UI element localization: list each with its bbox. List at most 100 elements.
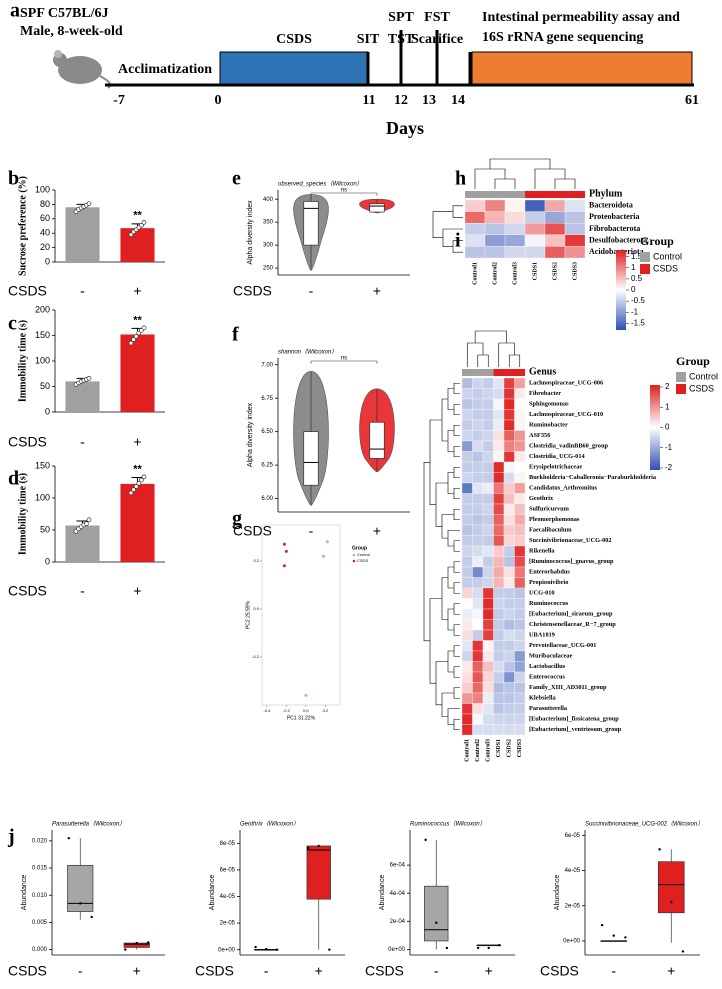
heatmap-cell xyxy=(461,388,473,400)
colorbar-label: -1 xyxy=(665,443,673,452)
y-tick-label: 0e+00 xyxy=(563,938,581,944)
heatmap-cell xyxy=(461,419,473,431)
legend-swatch xyxy=(352,559,356,563)
dendrogram xyxy=(474,330,507,343)
heatmap-cell xyxy=(514,514,526,526)
legend-title: Group xyxy=(352,545,367,551)
x-tick-label: 0.0 xyxy=(303,708,309,713)
heatmap-cell xyxy=(472,388,484,400)
data-point xyxy=(67,836,71,840)
heatmap-cell xyxy=(461,545,473,557)
heatmap-cell xyxy=(514,451,526,463)
colorbar xyxy=(650,385,660,470)
heatmap-cell xyxy=(482,619,494,631)
column-label: Control1 xyxy=(472,262,478,285)
y-axis-title: Abundance xyxy=(554,875,561,911)
row-label: Erysipelotrichaceae xyxy=(529,464,582,471)
legend-label: CSDS xyxy=(357,558,368,563)
data-point xyxy=(124,948,127,951)
heatmap-cell xyxy=(482,692,494,704)
heatmap-cell xyxy=(472,661,484,673)
row-label: Muribaculaceae xyxy=(529,653,573,660)
heatmap-cell xyxy=(493,535,505,547)
dendrogram xyxy=(447,566,454,589)
test-label: Scarifice xyxy=(411,32,463,47)
heatmap-cell xyxy=(472,377,484,389)
heatmap-cell xyxy=(472,692,484,704)
row-label: Desulfobacterota xyxy=(589,235,647,244)
row-label: Family_XIII_AD3011_group xyxy=(529,684,607,691)
data-point xyxy=(498,943,501,947)
row-label: Klebsiella xyxy=(529,695,556,702)
heatmap-cell xyxy=(472,419,484,431)
heatmap-cell xyxy=(503,650,515,662)
heatmap-cell xyxy=(503,503,515,515)
x-tick-label: - xyxy=(611,963,616,979)
dendrogram xyxy=(453,561,460,573)
heatmap-cell xyxy=(472,629,484,641)
dendrogram xyxy=(554,178,576,189)
heatmap-cell xyxy=(514,608,526,620)
heatmap-cell xyxy=(482,661,494,673)
panel-label: e xyxy=(232,168,241,190)
x-tick-label: + xyxy=(485,963,493,979)
y-tick-label: 0.000 xyxy=(32,947,48,953)
heatmap-cell xyxy=(461,640,473,652)
data-point xyxy=(128,490,134,496)
x-tick-label: - xyxy=(434,963,439,979)
heatmap-cell xyxy=(461,472,473,484)
heatmap-cell xyxy=(503,703,515,715)
row-label: Sphingomonas xyxy=(529,401,569,408)
heatmap-cell xyxy=(514,545,526,557)
x-tick-label: + xyxy=(133,434,141,450)
y-tick-label: 6.50 xyxy=(261,429,273,435)
x-tick-label: - xyxy=(80,583,85,599)
box xyxy=(369,203,385,213)
heatmap-cell xyxy=(472,451,484,463)
heatmap-cell xyxy=(484,246,506,259)
legend-label: Control xyxy=(689,371,718,381)
heatmap-cell xyxy=(524,199,546,212)
heatmap-cell xyxy=(482,713,494,725)
day-label: -7 xyxy=(113,93,125,108)
dendrogram xyxy=(453,687,460,699)
heatmap-cell xyxy=(482,650,494,662)
data-point xyxy=(282,564,286,568)
y-tick-label: 100 xyxy=(35,355,50,365)
dendrogram xyxy=(447,388,454,410)
heatmap-cell xyxy=(514,430,526,442)
heatmap-cell xyxy=(472,482,484,494)
y-tick-label: 0 xyxy=(45,406,50,416)
data-point xyxy=(265,947,268,951)
heatmap-cell xyxy=(461,535,473,547)
data-point xyxy=(476,946,480,950)
dendrogram xyxy=(453,540,460,552)
box xyxy=(306,845,331,900)
y-tick-label: 0.010 xyxy=(32,893,48,899)
y-tick-label: 40 xyxy=(40,228,50,238)
y-tick-label: 400 xyxy=(263,197,274,203)
heatmap-cell xyxy=(472,524,484,536)
heatmap-cell xyxy=(472,577,484,589)
significance: ns xyxy=(341,356,347,362)
data-point xyxy=(487,946,490,950)
dendrogram xyxy=(453,445,460,458)
heatmap-cell xyxy=(503,524,515,536)
chart-title: shannon（Wilcoxon） xyxy=(278,348,337,356)
heatmap-cell xyxy=(461,577,473,589)
row-label: Rikenella xyxy=(529,548,555,555)
heatmap-cell xyxy=(461,482,473,494)
heatmap-cell xyxy=(493,566,505,578)
heatmap-cell xyxy=(493,682,505,694)
heatmap-cell xyxy=(482,482,494,494)
chart-title: Parasutterella（Wilcoxon） xyxy=(52,820,125,828)
heatmap-cell xyxy=(503,514,515,526)
panel-label: d xyxy=(8,468,19,490)
heatmap-cell xyxy=(493,398,505,410)
heatmap-cell xyxy=(493,577,505,589)
box xyxy=(303,201,319,246)
chart-title: Ruminococcus（Wilcoxon） xyxy=(410,820,486,828)
colorbar-label: 1 xyxy=(631,263,636,272)
group-bar xyxy=(545,191,565,198)
heatmap-cell xyxy=(472,682,484,694)
